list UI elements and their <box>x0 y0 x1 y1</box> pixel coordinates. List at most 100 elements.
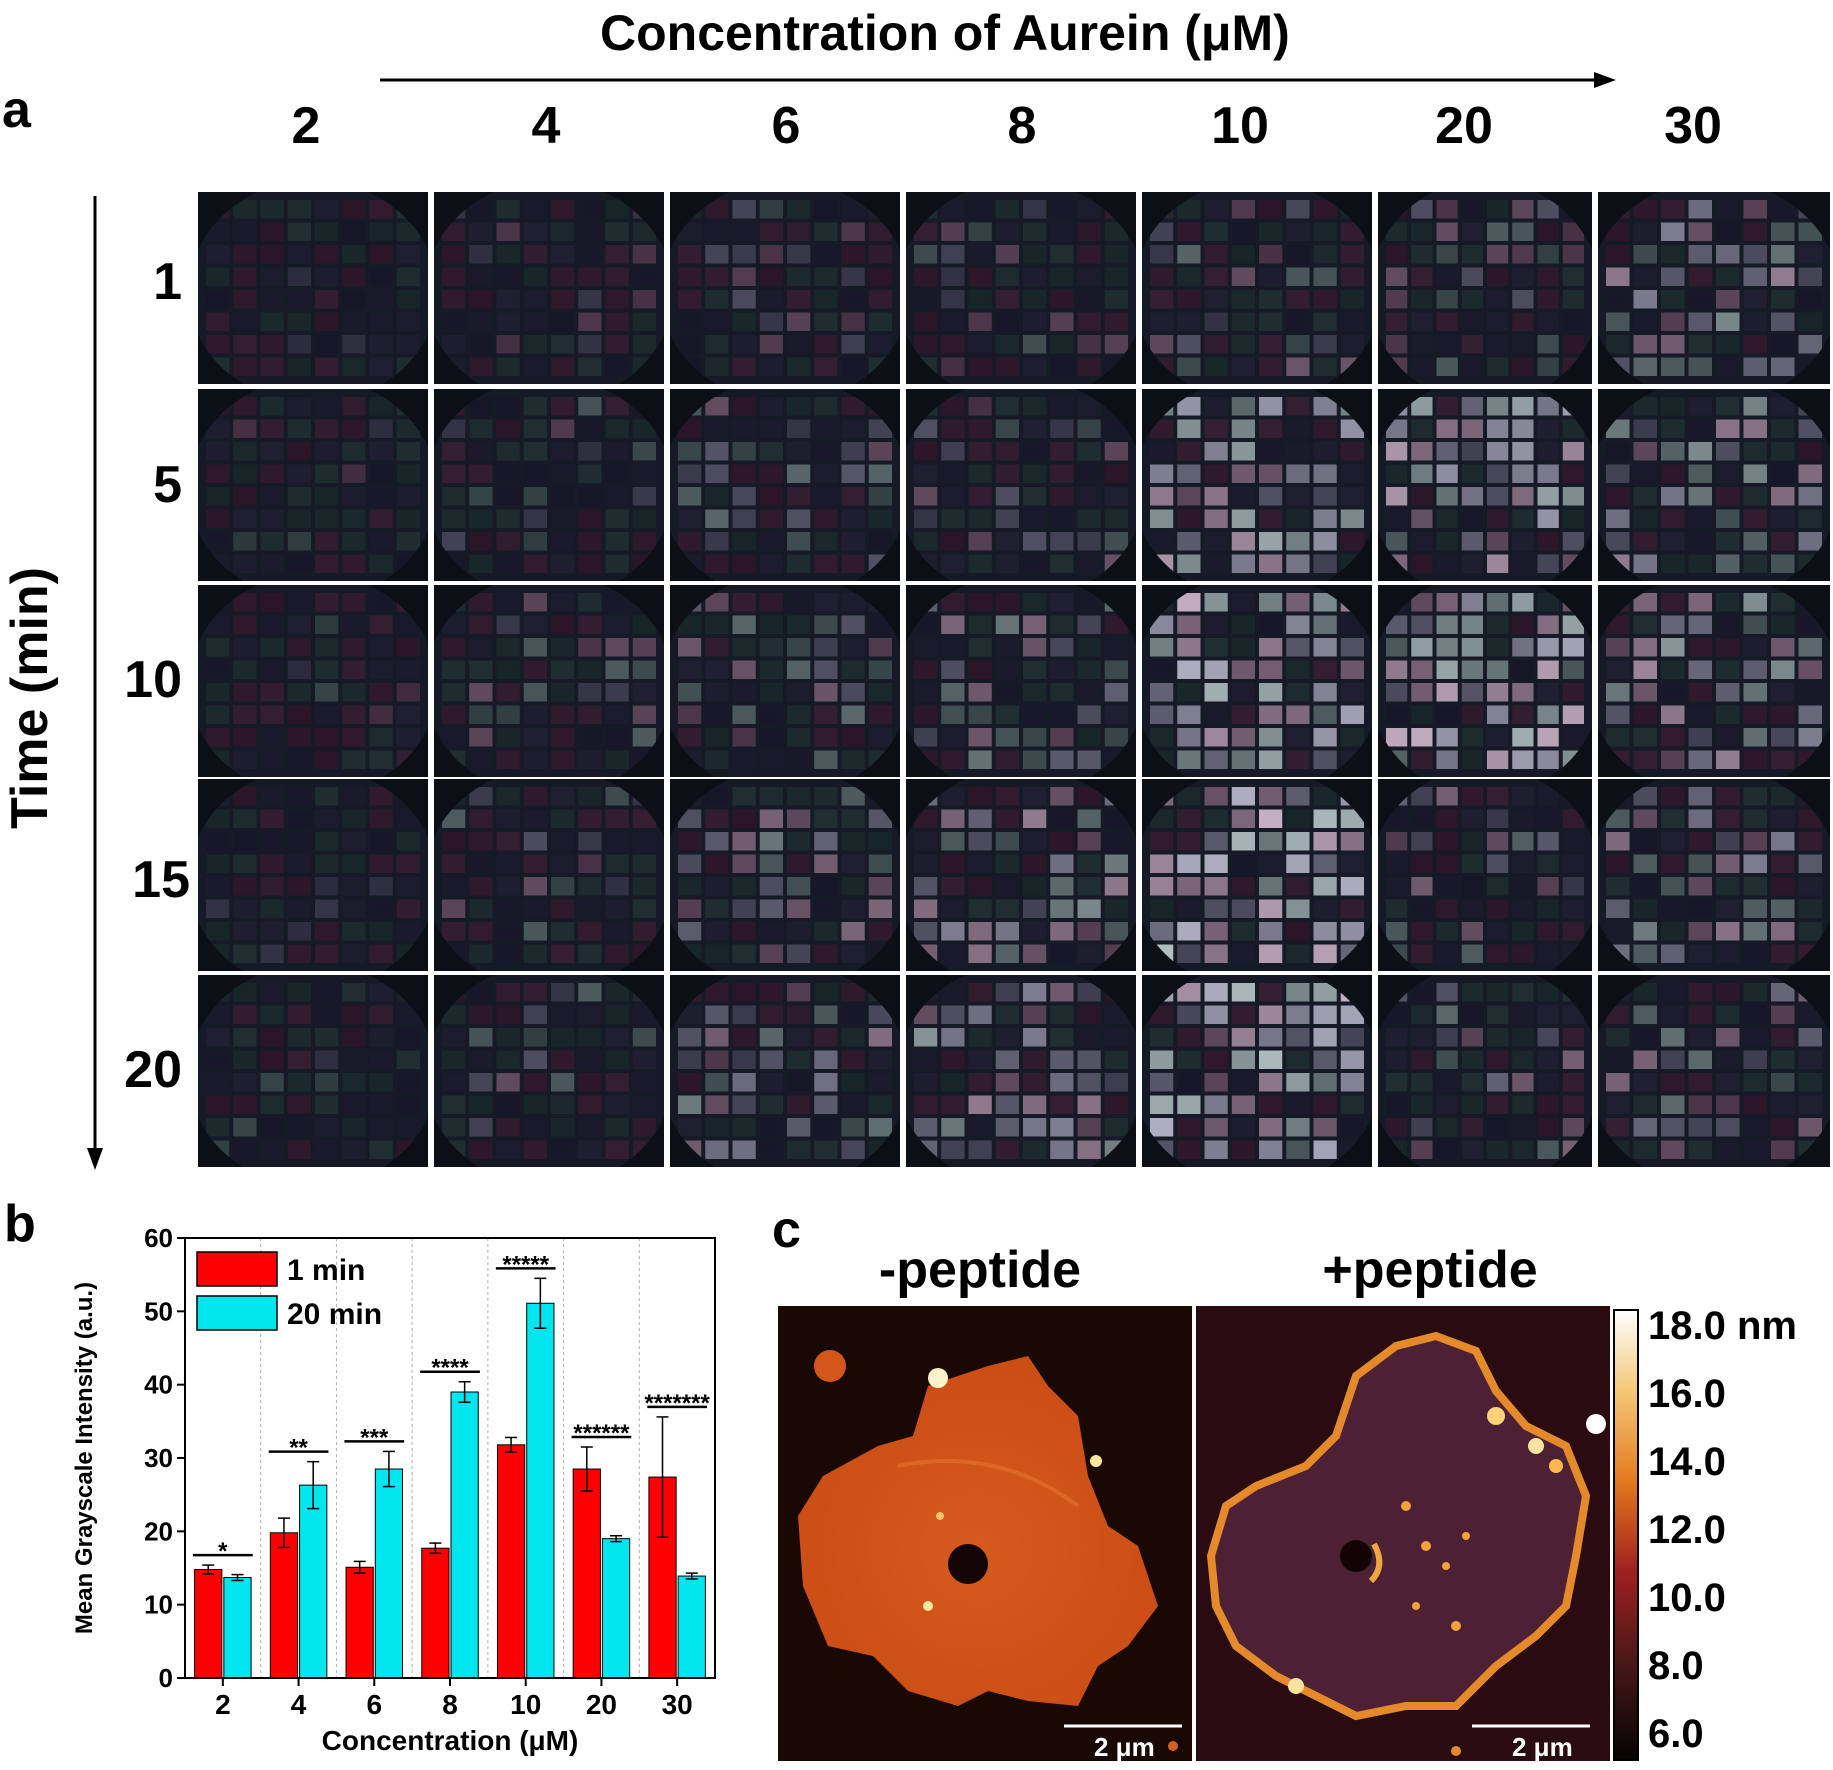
legend-label: 20 min <box>287 1298 382 1331</box>
microscopy-image <box>1598 389 1830 581</box>
time-label: 15 <box>132 851 190 909</box>
significance-label: **** <box>431 1355 469 1382</box>
microscopy-image <box>434 192 664 384</box>
microscopy-image <box>1378 975 1592 1167</box>
microscopy-image <box>1598 975 1830 1167</box>
bar <box>601 1538 631 1679</box>
concentration-label: 6 <box>771 97 801 155</box>
microscopy-image <box>434 779 664 971</box>
x-axis-label: Concentration (μM) <box>322 1725 579 1756</box>
microscopy-image <box>434 389 664 581</box>
legend-swatch <box>196 1251 278 1287</box>
significance-label: ***** <box>502 1251 549 1278</box>
y-tick-label: 20 <box>144 1516 173 1546</box>
legend-label: 1 min <box>287 1254 365 1287</box>
afm-image-left <box>778 1306 1192 1761</box>
concentration-label: 10 <box>1211 97 1269 155</box>
bar <box>269 1532 299 1679</box>
y-tick-label: 10 <box>144 1590 173 1620</box>
x-tick-label: 8 <box>442 1689 458 1720</box>
scale-bar-right: 2 μm <box>1512 1732 1573 1762</box>
microscopy-image <box>1378 192 1592 384</box>
microscopy-image <box>434 975 664 1167</box>
microscopy-image <box>198 585 428 777</box>
bar <box>194 1568 223 1679</box>
panel-c-letter: c <box>772 1201 801 1259</box>
time-title: Time (min) <box>1 567 59 829</box>
x-tick-label: 10 <box>510 1689 541 1720</box>
significance-label: ****** <box>573 1420 630 1447</box>
time-label: 20 <box>124 1041 182 1099</box>
microscopy-image <box>1598 779 1830 971</box>
x-tick-label: 20 <box>586 1689 617 1720</box>
legend-swatch <box>196 1295 278 1331</box>
significance-label: ******* <box>644 1390 710 1417</box>
concentration-label: 20 <box>1435 97 1493 155</box>
y-tick-label: 50 <box>144 1296 173 1326</box>
microscopy-image <box>434 585 664 777</box>
concentration-label: 30 <box>1664 97 1722 155</box>
time-arrow <box>87 196 103 1170</box>
microscopy-image <box>198 779 428 971</box>
microscopy-image <box>1378 389 1592 581</box>
microscopy-image <box>670 779 900 971</box>
microscopy-image <box>198 192 428 384</box>
bar <box>450 1391 479 1679</box>
concentration-label: 8 <box>1007 97 1037 155</box>
concentration-label: 2 <box>291 97 321 155</box>
scale-bar-left: 2 μm <box>1094 1732 1155 1762</box>
microscopy-image <box>1378 779 1592 971</box>
afm-title-right: +peptide <box>1322 1241 1538 1299</box>
microscopy-image <box>670 389 900 581</box>
bar <box>223 1577 252 1679</box>
y-tick-label: 30 <box>144 1443 173 1473</box>
bar <box>299 1484 328 1679</box>
bar <box>345 1566 374 1679</box>
microscopy-image <box>906 192 1136 384</box>
microscopy-image <box>1142 389 1372 581</box>
colorbar-label: 10.0 <box>1648 1576 1726 1620</box>
time-label: 5 <box>153 456 182 514</box>
bar <box>526 1302 555 1679</box>
concentration-title: Concentration of Aurein (μM) <box>600 5 1290 61</box>
bar <box>496 1444 526 1679</box>
colorbar-label: 16.0 <box>1648 1372 1726 1416</box>
colorbar-label: 14.0 <box>1648 1440 1726 1484</box>
microscopy-image <box>670 585 900 777</box>
microscopy-image <box>198 975 428 1167</box>
microscopy-image <box>670 192 900 384</box>
afm-image-right <box>1196 1306 1610 1761</box>
time-label: 1 <box>153 253 182 311</box>
x-tick-label: 6 <box>366 1689 382 1720</box>
bar <box>677 1575 706 1679</box>
microscopy-image <box>906 585 1136 777</box>
microscopy-image <box>1378 585 1592 777</box>
x-tick-label: 4 <box>291 1689 307 1720</box>
y-tick-label: 0 <box>159 1663 173 1693</box>
y-tick-label: 60 <box>144 1223 173 1253</box>
significance-label: ** <box>289 1435 308 1462</box>
x-tick-label: 30 <box>662 1689 693 1720</box>
microscopy-image <box>670 975 900 1167</box>
y-axis-label: Mean Grayscale Intensity (a.u.) <box>71 1282 98 1634</box>
microscopy-image <box>1142 975 1372 1167</box>
colorbar-label: 18.0 nm <box>1648 1304 1797 1348</box>
microscopy-image <box>1598 585 1830 777</box>
panel-a-letter: a <box>2 81 31 139</box>
microscopy-image <box>1142 192 1372 384</box>
significance-label: *** <box>360 1424 389 1451</box>
colorbar-label: 8.0 <box>1648 1644 1704 1688</box>
concentration-arrow <box>380 72 1616 88</box>
microscopy-image <box>1142 779 1372 971</box>
bar-chart: *** *************************010203040506… <box>71 1223 716 1756</box>
microscopy-image <box>906 389 1136 581</box>
colorbar-label: 12.0 <box>1648 1508 1726 1552</box>
microscopy-image <box>906 975 1136 1167</box>
y-tick-label: 40 <box>144 1370 173 1400</box>
significance-label: * <box>218 1538 228 1565</box>
colorbar <box>1613 1309 1639 1761</box>
panel-b-letter: b <box>4 1195 36 1253</box>
time-label: 10 <box>124 651 182 709</box>
microscopy-image <box>1598 192 1830 384</box>
bar <box>572 1468 601 1679</box>
